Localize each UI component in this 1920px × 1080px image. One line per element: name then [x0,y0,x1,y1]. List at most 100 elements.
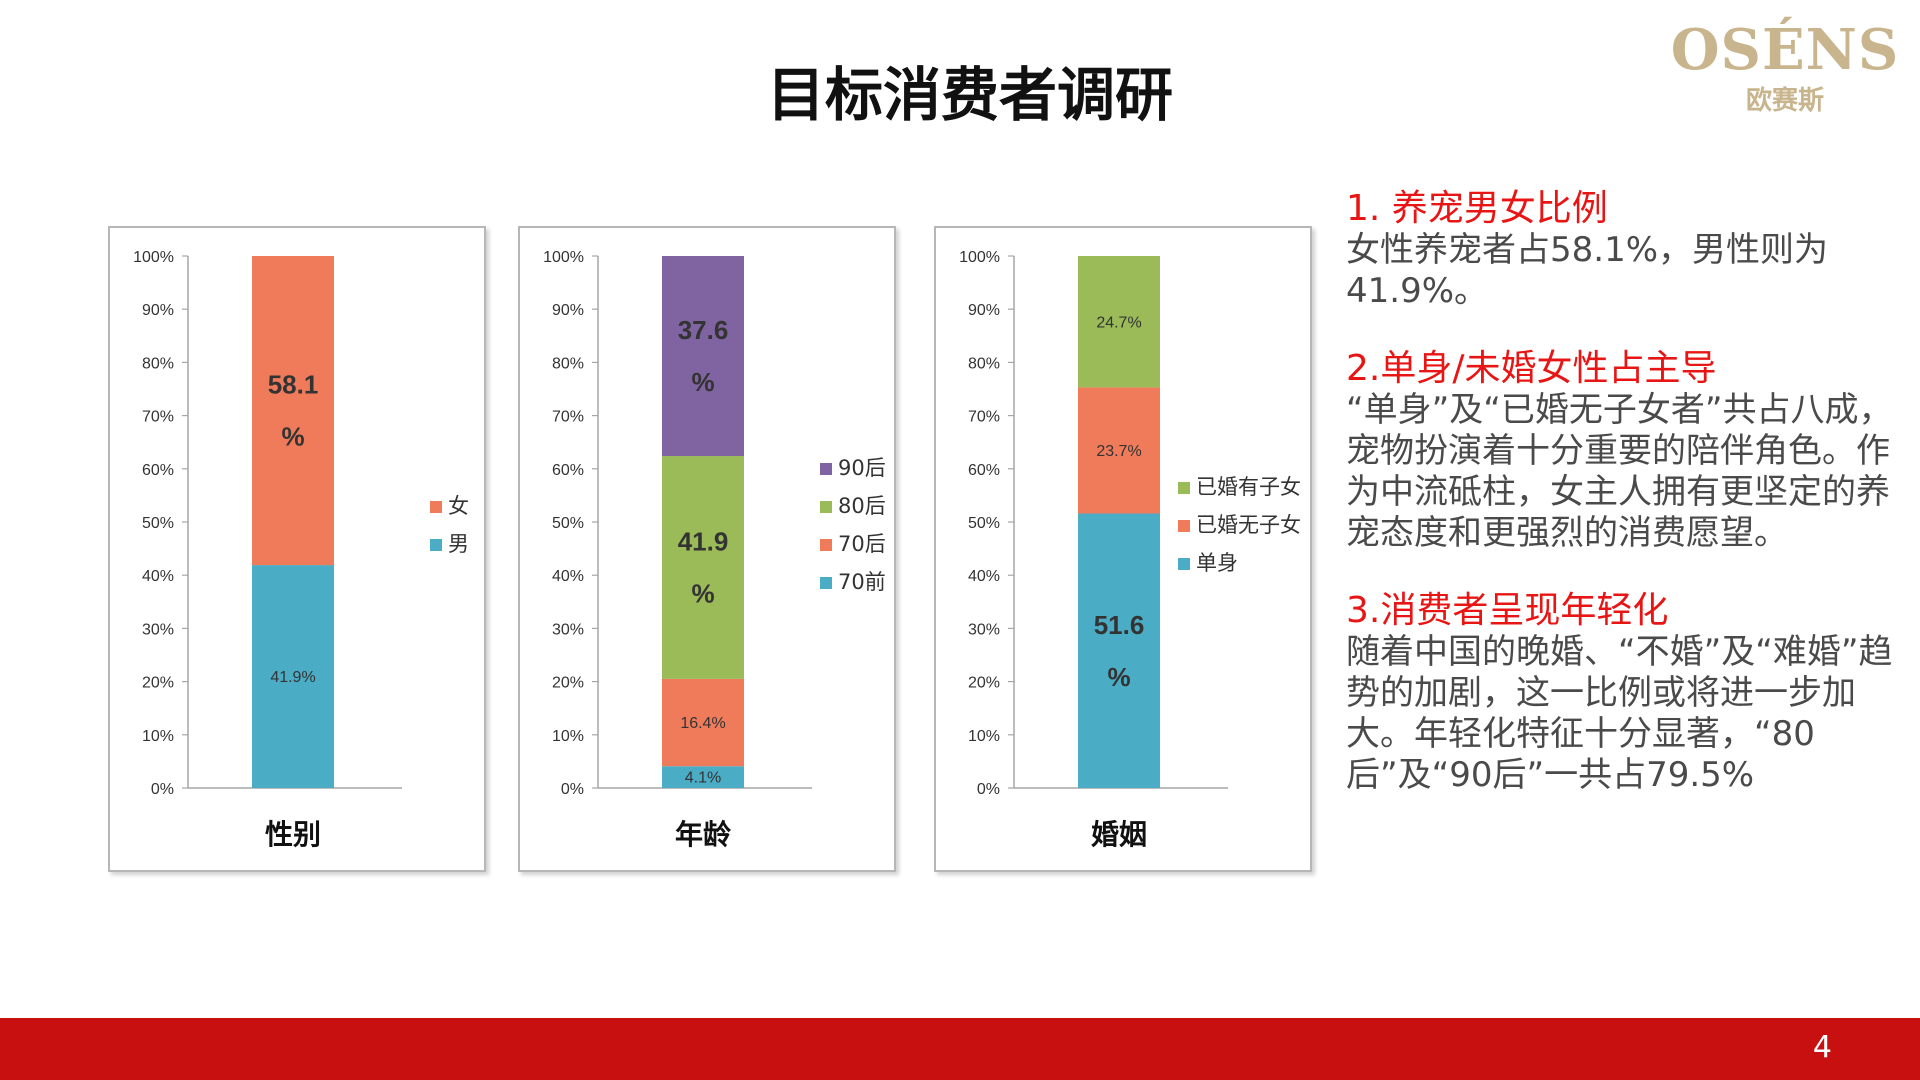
y-tick-label: 30% [142,621,174,638]
data-label-line: % [691,579,714,609]
x-axis-label: 年龄 [675,818,732,851]
data-label-line: 4.1% [685,770,721,787]
data-label-line: 16.4% [680,715,725,732]
legend-label: 70后 [838,532,886,556]
legend-swatch [820,501,832,513]
legend-label: 已婚有子女 [1196,475,1301,499]
note-title: 2.单身/未婚女性占主导 [1346,348,1717,389]
chart-panel-marriage: 0% 10% 20% 30% 40% 50% 60% 70% 80% 90% 100% 51.6% 23… [934,226,1312,872]
bar-segment [1078,387,1160,514]
data-label-line: 58.1 [268,370,319,400]
y-tick-label: 80% [142,355,174,372]
legend-swatch [430,539,442,551]
bar-segment [662,456,744,679]
stacked-bar-chart: 0% 10% 20% 30% 40% 50% 60% 70% 80% 90% 100% 51.6 % 23… [959,249,1301,851]
legend-swatch [1178,558,1190,570]
legend-swatch [820,539,832,551]
data-label: 16.4% [680,715,725,732]
data-label-line: % [691,367,714,397]
note-body: 女性养宠者占58.1%，男性则为41.9%。 [1346,230,1829,311]
y-tick-label: 40% [968,568,1000,585]
logo-brand-chinese: 欧赛斯 [1745,86,1824,116]
y-tick-label: 50% [142,515,174,532]
data-label-line: 24.7% [1096,314,1141,331]
y-tick-label: 40% [142,568,174,585]
note-young-consumers: 3.消费者呈现年轻化 随着中国的晚婚、“不婚”及“难婚”趋势的加剧，这一比例或将… [1346,590,1906,796]
legend-label: 90后 [838,456,886,480]
data-label: 23.7% [1096,443,1141,460]
footer-bar: 4 [0,1018,1920,1080]
y-tick-label: 100% [543,249,584,266]
data-label-line: % [281,422,304,452]
brand-logo: OSÉNS 欧赛斯 [1670,22,1900,117]
y-tick-label: 10% [968,728,1000,745]
y-tick-label: 50% [552,515,584,532]
stacked-bar-chart: 0% 10% 20% 30% 40% 50% 60% 70% 80% 90% 100% 4.1% 16.… [543,249,886,851]
data-label: 51.6% [1094,610,1145,692]
chart-panel-gender: 0% 10% 20% 30% 40% 50% 60% 70% 80% 90% 100% 41.9% 58… [108,226,486,872]
y-tick-label: 90% [968,302,1000,319]
legend-label: 70前 [838,570,886,594]
legend-label: 男 [448,532,469,556]
y-tick-label: 0% [977,781,1000,798]
stacked-bar-chart: 0% 10% 20% 30% 40% 50% 60% 70% 80% 90% 100% 41.9% 58… [133,249,469,851]
note-body: “单身”及“已婚无子女者”共占八成，宠物扮演着十分重要的陪伴角色。作为中流砥柱，… [1346,390,1893,553]
y-tick-label: 100% [133,249,174,266]
bar-segment [662,766,744,788]
y-tick-label: 30% [968,621,1000,638]
data-label: 4.1% [685,770,721,787]
y-tick-label: 30% [552,621,584,638]
logo-brand-name: OSÉNS [1670,17,1900,83]
y-tick-label: 20% [968,675,1000,692]
data-label: 41.9% [270,669,315,686]
bar-segment [252,256,334,566]
legend-swatch [820,577,832,589]
data-label: 24.7% [1096,314,1141,331]
y-tick-label: 70% [968,409,1000,426]
note-body: 随着中国的晚婚、“不婚”及“难婚”趋势的加剧，这一比例或将进一步加大。年轻化特征… [1346,632,1893,795]
data-label: 41.9% [678,527,729,609]
y-tick-label: 90% [142,302,174,319]
bar-segment [662,678,744,767]
findings-notes: 1. 养宠男女比例 女性养宠者占58.1%，男性则为41.9%。 2.单身/未婚… [1346,188,1906,832]
y-tick-label: 80% [552,355,584,372]
legend-label: 已婚无子女 [1196,513,1301,537]
legend-label: 80后 [838,494,886,518]
y-tick-label: 70% [142,409,174,426]
data-label: 58.1% [268,370,319,452]
y-tick-label: 0% [561,781,584,798]
y-tick-label: 10% [552,728,584,745]
legend-swatch [820,463,832,475]
y-tick-label: 50% [968,515,1000,532]
legend-swatch [1178,482,1190,494]
data-label-line: 23.7% [1096,443,1141,460]
data-label-line: 51.6 [1094,610,1145,640]
y-tick-label: 60% [552,462,584,479]
note-gender-ratio: 1. 养宠男女比例 女性养宠者占58.1%，男性则为41.9%。 [1346,188,1906,312]
y-tick-label: 10% [142,728,174,745]
bar-segment [1078,513,1160,788]
bar-segment [1078,256,1160,388]
data-label-line: % [1107,662,1130,692]
y-tick-label: 20% [552,675,584,692]
data-label: 37.6% [678,315,729,397]
y-tick-label: 60% [142,462,174,479]
y-tick-label: 40% [552,568,584,585]
y-tick-label: 20% [142,675,174,692]
y-tick-label: 80% [968,355,1000,372]
bar-segment [252,565,334,788]
data-label-line: 41.9 [678,527,729,557]
y-tick-label: 90% [552,302,584,319]
x-axis-label: 性别 [265,818,321,851]
x-axis-label: 婚姻 [1091,818,1147,851]
data-label-line: 37.6 [678,315,729,345]
note-single-women: 2.单身/未婚女性占主导 “单身”及“已婚无子女者”共占八成，宠物扮演着十分重要… [1346,348,1906,554]
legend-label: 单身 [1196,551,1238,575]
page-number: 4 [1812,1030,1832,1065]
legend-swatch [1178,520,1190,532]
legend-swatch [430,501,442,513]
note-title: 3.消费者呈现年轻化 [1346,590,1669,631]
y-tick-label: 0% [151,781,174,798]
y-tick-label: 100% [959,249,1000,266]
legend-label: 女 [448,494,469,518]
